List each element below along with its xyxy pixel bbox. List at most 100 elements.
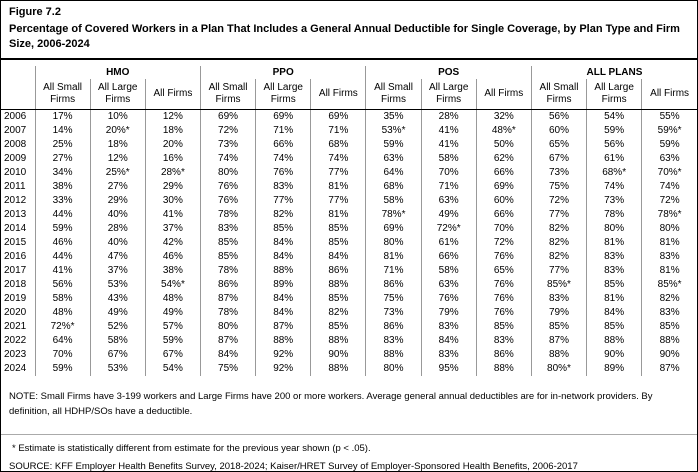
value-cell: 70% bbox=[34, 347, 91, 362]
value-cell: 12% bbox=[89, 151, 146, 166]
firm-size-subheader: All Firms bbox=[475, 78, 532, 110]
value-cell: 29% bbox=[144, 179, 201, 194]
value-cell: 79% bbox=[530, 305, 587, 320]
value-cell: 27% bbox=[89, 179, 146, 194]
value-cell: 65% bbox=[530, 137, 587, 152]
value-cell: 18% bbox=[144, 123, 201, 138]
value-cell: 58% bbox=[420, 263, 477, 278]
value-cell: 78% bbox=[199, 305, 256, 320]
year-cell: 2006 bbox=[4, 110, 27, 122]
value-cell: 84% bbox=[255, 235, 311, 250]
value-cell: 28% bbox=[420, 109, 477, 124]
firm-size-subheader: All Small Firms bbox=[199, 78, 256, 110]
value-cell: 86% bbox=[365, 319, 422, 334]
value-cell: 76% bbox=[255, 165, 311, 180]
value-cell: 59%* bbox=[641, 123, 697, 138]
table-row: 2010 34% 25%* 28%* 80% 76% 77% 64% 70% 66% 73% 68%*… bbox=[1, 165, 697, 180]
value-cell: 81% bbox=[586, 235, 642, 250]
value-cell: 83% bbox=[365, 333, 422, 348]
value-cell: 74% bbox=[199, 151, 256, 166]
firm-size-subheader: All Firms bbox=[144, 78, 201, 110]
value-cell: 48% bbox=[34, 305, 91, 320]
value-cell: 72% bbox=[641, 193, 697, 208]
value-cell: 64% bbox=[34, 333, 91, 348]
value-cell: 48%* bbox=[475, 123, 532, 138]
year-cell: 2024 bbox=[4, 362, 27, 374]
plan-group-header: ALL PLANS bbox=[530, 65, 697, 79]
value-cell: 78%* bbox=[641, 207, 697, 222]
value-cell: 52% bbox=[89, 319, 146, 334]
value-cell: 59% bbox=[641, 137, 697, 152]
value-cell: 88% bbox=[475, 361, 532, 376]
value-cell: 60% bbox=[475, 193, 532, 208]
value-cell: 72% bbox=[475, 235, 532, 250]
value-cell: 88% bbox=[530, 347, 587, 362]
significance-footnote: * Estimate is statistically different fr… bbox=[12, 443, 371, 455]
value-cell: 59% bbox=[365, 137, 422, 152]
value-cell: 56% bbox=[34, 277, 91, 292]
value-cell: 75% bbox=[365, 291, 422, 306]
table-row: 2021 72%* 52% 57% 80% 87% 85% 86% 83% 85% 85% 85% 85… bbox=[1, 319, 697, 334]
value-cell: 89% bbox=[255, 277, 311, 292]
value-cell: 85%* bbox=[530, 277, 587, 292]
value-cell: 63% bbox=[365, 151, 422, 166]
value-cell: 90% bbox=[310, 347, 366, 362]
value-cell: 47% bbox=[89, 249, 146, 264]
value-cell: 89% bbox=[586, 361, 642, 376]
value-cell: 95% bbox=[420, 361, 477, 376]
value-cell: 72% bbox=[530, 193, 587, 208]
value-cell: 83% bbox=[641, 305, 697, 320]
value-cell: 87% bbox=[530, 333, 587, 348]
value-cell: 86% bbox=[365, 277, 422, 292]
year-cell: 2010 bbox=[4, 166, 27, 178]
firm-size-subheader: All Large Firms bbox=[255, 78, 311, 110]
value-cell: 78% bbox=[199, 263, 256, 278]
table-row: 2011 38% 27% 29% 76% 83% 81% 68% 71% 69% 75% 74% 74% bbox=[1, 179, 697, 194]
value-cell: 68%* bbox=[586, 165, 642, 180]
firm-size-subheader: All Large Firms bbox=[89, 78, 146, 110]
value-cell: 50% bbox=[475, 137, 532, 152]
firm-size-subheader: All Small Firms bbox=[365, 78, 422, 110]
value-cell: 84% bbox=[420, 333, 477, 348]
value-cell: 46% bbox=[34, 235, 91, 250]
table-row: 2016 44% 47% 46% 85% 84% 84% 81% 66% 76% 82% 83% 83% bbox=[1, 249, 697, 264]
value-cell: 77% bbox=[255, 193, 311, 208]
value-cell: 77% bbox=[530, 207, 587, 222]
value-cell: 85% bbox=[199, 249, 256, 264]
value-cell: 63% bbox=[420, 277, 477, 292]
value-cell: 33% bbox=[34, 193, 91, 208]
value-cell: 70% bbox=[475, 221, 532, 236]
year-cell: 2018 bbox=[4, 278, 27, 290]
table-row: 2022 64% 58% 59% 87% 88% 88% 83% 84% 83% 87% 88% 88% bbox=[1, 333, 697, 348]
table-row: 2018 56% 53% 54%* 86% 89% 88% 86% 63% 76% 85%* 85% 8… bbox=[1, 277, 697, 292]
value-cell: 49% bbox=[420, 207, 477, 222]
value-cell: 90% bbox=[641, 347, 697, 362]
value-cell: 58% bbox=[89, 333, 146, 348]
value-cell: 74% bbox=[310, 151, 366, 166]
value-cell: 83% bbox=[420, 319, 477, 334]
value-cell: 76% bbox=[475, 249, 532, 264]
value-cell: 81% bbox=[586, 291, 642, 306]
value-cell: 59% bbox=[34, 221, 91, 236]
title-block: Figure 7.2 Percentage of Covered Workers… bbox=[1, 1, 697, 60]
value-cell: 54% bbox=[144, 361, 201, 376]
value-cell: 85% bbox=[199, 235, 256, 250]
value-cell: 88% bbox=[255, 333, 311, 348]
value-cell: 70%* bbox=[641, 165, 697, 180]
firm-size-subheader: All Small Firms bbox=[34, 78, 91, 110]
value-cell: 54%* bbox=[144, 277, 201, 292]
value-cell: 87% bbox=[199, 333, 256, 348]
value-cell: 81% bbox=[365, 249, 422, 264]
year-cell: 2021 bbox=[4, 320, 27, 332]
source-line: SOURCE: KFF Employer Health Benefits Sur… bbox=[9, 461, 578, 472]
value-cell: 56% bbox=[530, 109, 587, 124]
value-cell: 59% bbox=[34, 361, 91, 376]
value-cell: 87% bbox=[255, 319, 311, 334]
value-cell: 61% bbox=[420, 235, 477, 250]
year-cell: 2019 bbox=[4, 292, 27, 304]
value-cell: 84% bbox=[255, 291, 311, 306]
value-cell: 48% bbox=[144, 291, 201, 306]
value-cell: 53% bbox=[89, 361, 146, 376]
table-row: 2024 59% 53% 54% 75% 92% 88% 80% 95% 88% 80%* 89% 87… bbox=[1, 361, 697, 376]
value-cell: 80% bbox=[641, 221, 697, 236]
